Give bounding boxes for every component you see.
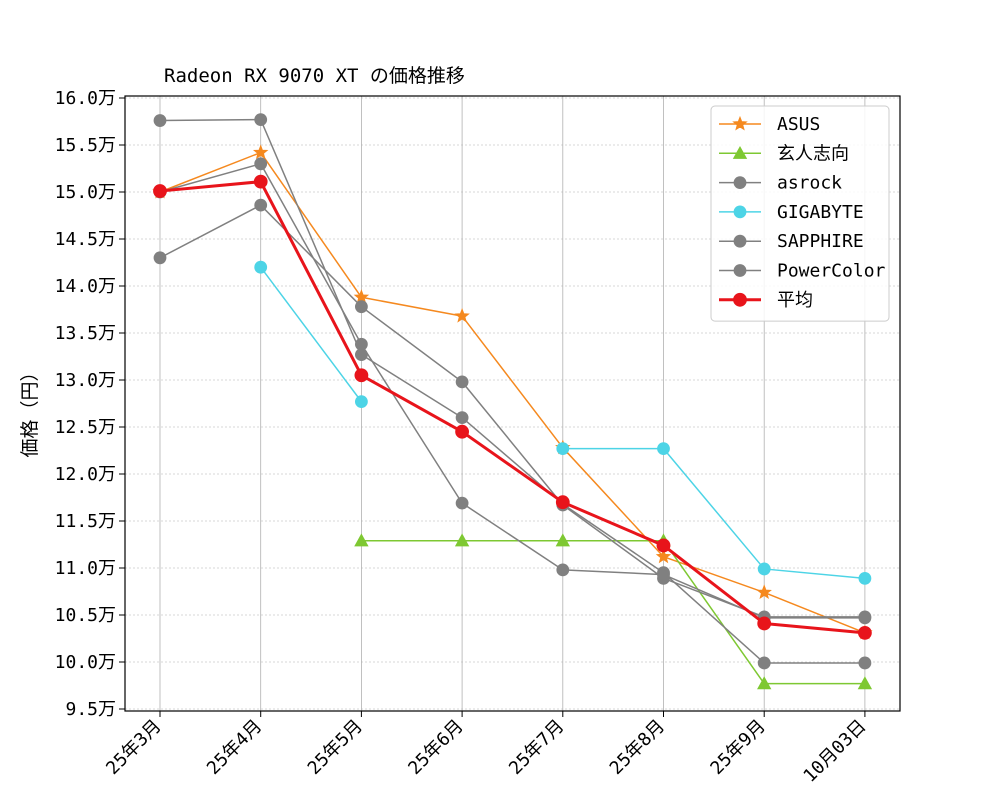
series-line: [260, 266, 363, 403]
legend-label: asrock: [777, 173, 842, 194]
data-point: [655, 548, 672, 564]
data-point: [153, 251, 167, 265]
data-point: [657, 568, 670, 581]
legend-item: asrock: [719, 173, 842, 194]
y-tick-label: 11.0万: [55, 558, 116, 579]
plot-series: [152, 113, 873, 690]
data-point: [252, 144, 269, 160]
series-3: [254, 260, 872, 585]
data-point: [354, 395, 368, 409]
legend-box: [710, 105, 890, 322]
series-line: [159, 180, 866, 635]
data-point: [555, 533, 570, 547]
legend-marker: [733, 176, 747, 190]
y-tick-label: 16.0万: [55, 88, 116, 109]
y-tick-label: 15.5万: [55, 135, 116, 156]
data-point: [757, 562, 771, 576]
data-point: [354, 368, 369, 383]
series-line: [159, 151, 866, 634]
series-line: [361, 539, 865, 685]
legend-label: 玄人志向: [777, 143, 849, 164]
data-point: [858, 571, 872, 585]
y-tick-label: 13.0万: [55, 370, 116, 391]
legend-marker: [733, 264, 747, 277]
data-point: [153, 184, 167, 198]
y-tick-label: 10.0万: [55, 652, 116, 673]
data-point: [455, 424, 470, 439]
data-point: [354, 337, 368, 351]
series-line: [562, 447, 865, 580]
series-line: [159, 118, 865, 664]
data-point: [454, 533, 470, 547]
y-tick-label: 9.5万: [65, 699, 116, 720]
y-tick-label: 12.5万: [55, 417, 116, 438]
data-point: [858, 625, 872, 640]
data-point: [354, 300, 368, 314]
y-tick-label: 12.0万: [55, 464, 116, 485]
data-point: [757, 676, 772, 690]
data-point: [656, 538, 671, 553]
y-axis-label: 価格（円）: [19, 362, 41, 457]
data-point: [354, 533, 369, 547]
data-point: [857, 676, 873, 690]
data-point: [153, 114, 167, 127]
legend-marker: [732, 145, 748, 159]
chart-title: Radeon RX 9070 XT の価格推移: [164, 65, 465, 87]
data-point: [555, 495, 570, 510]
y-tick-label: 14.5万: [55, 229, 116, 250]
data-point: [454, 307, 470, 323]
data-point: [556, 563, 570, 577]
y-tick-label: 13.5万: [55, 323, 116, 344]
series-6: [153, 174, 872, 640]
legend-item: PowerColor: [719, 261, 886, 282]
legend-label: PowerColor: [777, 261, 886, 282]
data-point: [757, 616, 772, 631]
legend: ASUS 玄人志向 asrock GIGABYTE SAPPHIRE PowerColor…: [710, 105, 890, 322]
legend-marker: [733, 205, 747, 219]
y-tick-label: 11.5万: [55, 511, 116, 532]
data-point: [756, 584, 772, 599]
data-point: [556, 442, 570, 456]
legend-item: GIGABYTE: [719, 202, 864, 223]
legend-label: GIGABYTE: [777, 202, 864, 223]
data-point: [757, 656, 771, 670]
data-point: [455, 496, 469, 510]
data-point: [253, 174, 268, 189]
data-point: [455, 411, 469, 425]
legend-item: 玄人志向: [719, 143, 849, 164]
data-point: [254, 260, 268, 274]
legend-marker: [732, 115, 748, 131]
data-point: [254, 113, 268, 127]
legend-label: ASUS: [777, 114, 820, 135]
y-tick-label: 15.0万: [55, 182, 116, 203]
y-tick-label: 10.5万: [55, 605, 116, 626]
data-point: [657, 442, 670, 456]
plot-frame: [124, 95, 901, 712]
data-point: [858, 611, 872, 625]
data-point: [455, 375, 469, 389]
legend-label: SAPPHIRE: [777, 231, 864, 252]
data-point: [254, 198, 268, 212]
legend-marker: [733, 292, 747, 307]
legend-item: 平均: [719, 290, 813, 311]
legend-marker: [733, 234, 747, 248]
y-tick-label: 14.0万: [55, 276, 116, 297]
legend-item: SAPPHIRE: [719, 231, 864, 252]
data-point: [254, 157, 268, 171]
data-point: [858, 656, 872, 670]
legend-item: ASUS: [719, 114, 820, 135]
legend-label: 平均: [777, 290, 813, 311]
